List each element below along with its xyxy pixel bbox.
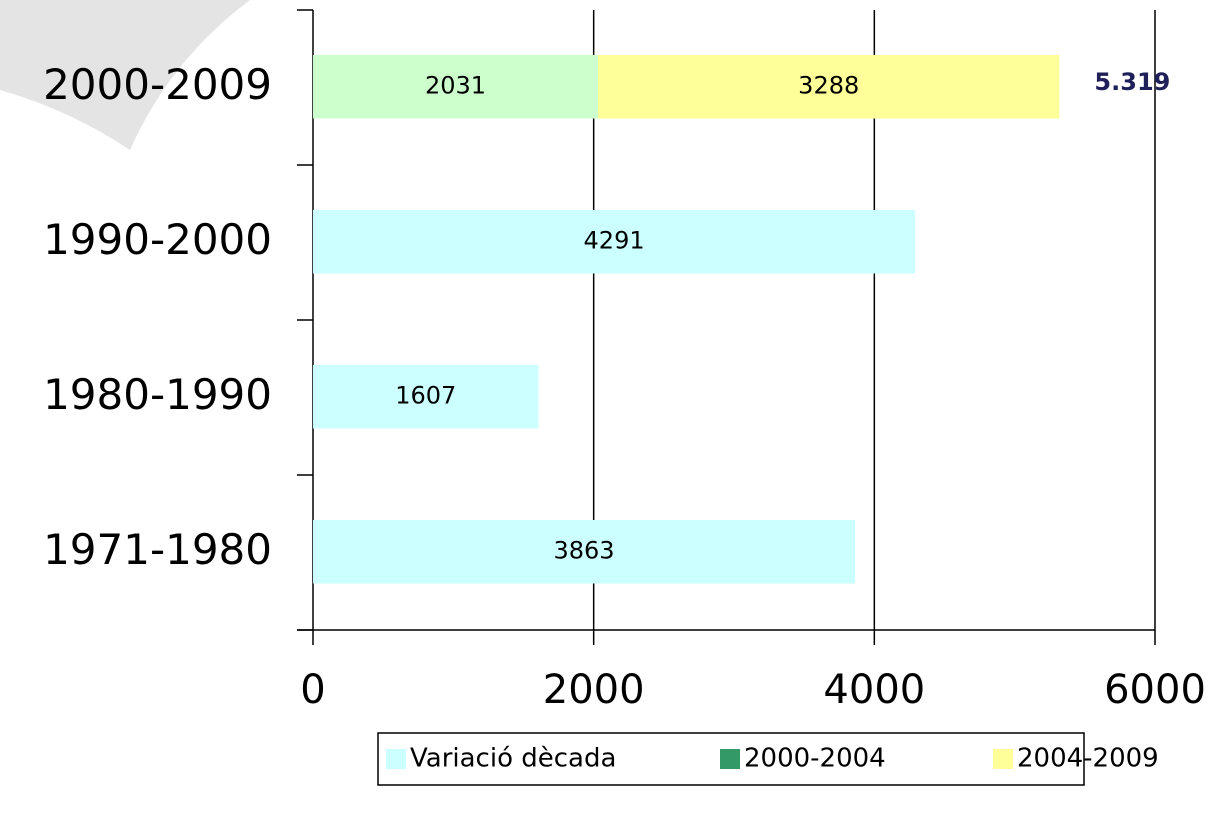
y-tick-label: 2000-2009 (43, 60, 272, 109)
y-tick-label: 1990-2000 (43, 215, 272, 264)
legend-label: Variació dècada (410, 744, 616, 774)
legend (377, 732, 1085, 786)
data-label: 3863 (554, 537, 615, 565)
x-tick-label: 2000 (543, 667, 645, 713)
legend-swatch (386, 749, 406, 769)
x-tick-label: 6000 (1104, 667, 1206, 713)
x-tick-label: 4000 (823, 667, 925, 713)
data-label: 2031 (425, 72, 486, 100)
legend-label: 2004-2009 (1017, 744, 1159, 774)
y-tick-label: 1980-1990 (43, 370, 272, 419)
data-label: 1607 (395, 382, 456, 410)
legend-swatch (720, 749, 740, 769)
x-tick-label: 0 (300, 667, 325, 713)
legend-label: 2000-2004 (744, 744, 886, 774)
decoration (0, 0, 250, 150)
bar (598, 54, 1060, 119)
bar (313, 209, 916, 274)
data-label: 4291 (584, 227, 645, 255)
data-label: 3288 (798, 72, 859, 100)
y-tick-label: 1971-1980 (43, 525, 272, 574)
bar (313, 519, 856, 584)
bar (313, 364, 539, 429)
bar (313, 54, 599, 119)
total-label: 5.319 (1094, 68, 1170, 96)
legend-swatch (993, 749, 1013, 769)
